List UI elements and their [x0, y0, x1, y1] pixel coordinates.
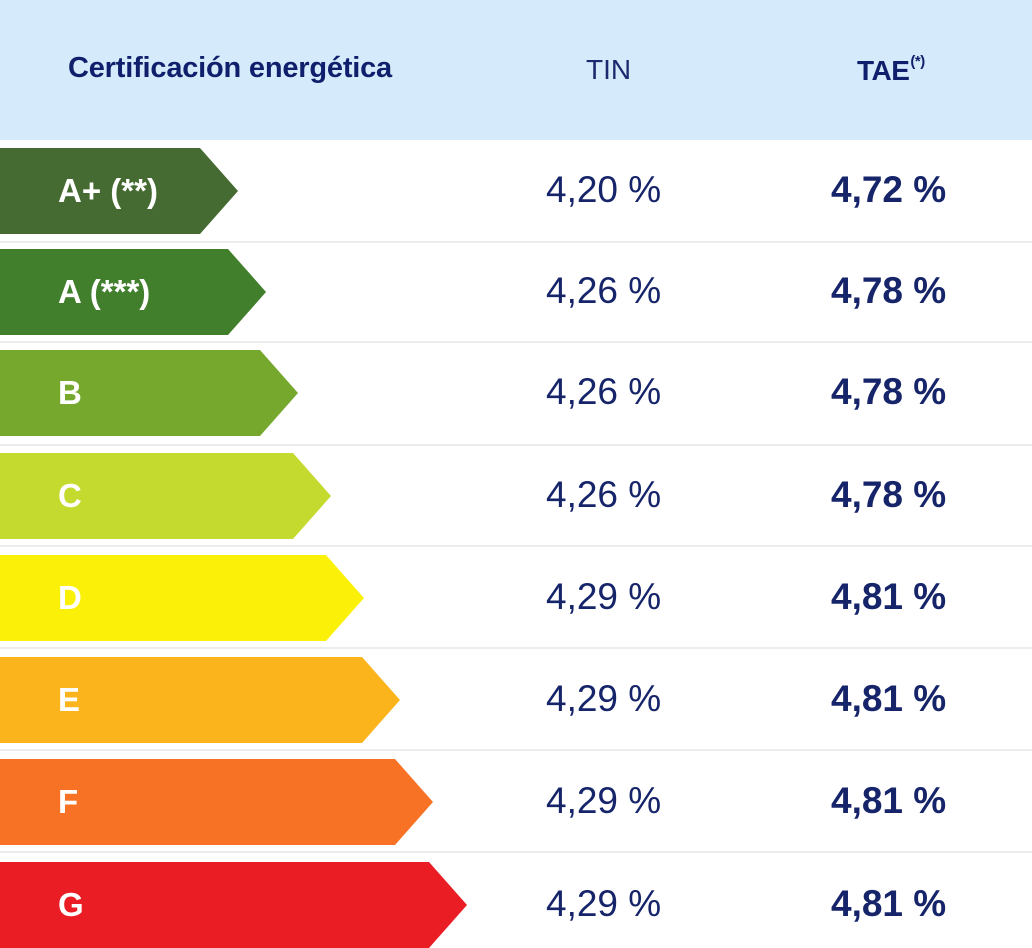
- table-header: Certificación energética TIN TAE(*): [0, 0, 1032, 140]
- tae-value: 4,78 %: [831, 270, 947, 311]
- energy-class-arrow: [0, 350, 298, 436]
- header-tin: TIN: [586, 54, 632, 85]
- tin-value: 4,29 %: [546, 883, 662, 924]
- tin-value: 4,26 %: [546, 270, 662, 311]
- tin-value: 4,26 %: [546, 474, 662, 515]
- row-divider: [0, 851, 1032, 853]
- tin-value: 4,29 %: [546, 780, 662, 821]
- header-tae: TAE(*): [857, 52, 925, 87]
- energy-class-arrow: [0, 862, 467, 948]
- energy-class-arrow: [0, 759, 433, 845]
- table-row: D 4,29 % 4,81 %: [0, 555, 1032, 641]
- header-tae-label: TAE: [857, 55, 910, 86]
- table-row: F 4,29 % 4,81 %: [0, 759, 1032, 845]
- tin-value: 4,20 %: [546, 169, 662, 210]
- tae-value: 4,81 %: [831, 780, 947, 821]
- energy-class-label: E: [58, 681, 81, 718]
- row-divider: [0, 545, 1032, 547]
- energy-class-label: F: [58, 783, 79, 820]
- tin-value: 4,29 %: [546, 678, 662, 719]
- row-divider: [0, 749, 1032, 751]
- energy-class-label: A (***): [58, 273, 151, 310]
- energy-class-label: C: [58, 477, 82, 514]
- tae-value: 4,78 %: [831, 474, 947, 515]
- tae-value: 4,72 %: [831, 169, 947, 210]
- energy-class-arrow: [0, 453, 331, 539]
- row-divider: [0, 647, 1032, 649]
- tin-value: 4,26 %: [546, 371, 662, 412]
- header-tae-note: (*): [910, 52, 925, 70]
- table-row: A+ (**) 4,20 % 4,72 %: [0, 148, 1032, 234]
- table-row: B 4,26 % 4,78 %: [0, 350, 1032, 436]
- energy-class-arrow: [0, 148, 238, 234]
- table-row: A (***) 4,26 % 4,78 %: [0, 249, 1032, 335]
- table-row: C 4,26 % 4,78 %: [0, 453, 1032, 539]
- tae-value: 4,81 %: [831, 678, 947, 719]
- tae-value: 4,81 %: [831, 883, 947, 924]
- tae-value: 4,78 %: [831, 371, 947, 412]
- tae-value: 4,81 %: [831, 576, 947, 617]
- energy-class-label: G: [58, 886, 84, 923]
- energy-class-arrow: [0, 657, 400, 743]
- row-divider: [0, 241, 1032, 243]
- energy-class-label: D: [58, 579, 82, 616]
- energy-class-label: A+ (**): [58, 172, 158, 209]
- table-row: E 4,29 % 4,81 %: [0, 657, 1032, 743]
- energy-class-label: B: [58, 374, 82, 411]
- header-certification: Certificación energética: [68, 52, 392, 84]
- row-divider: [0, 444, 1032, 446]
- row-divider: [0, 341, 1032, 343]
- energy-class-arrow: [0, 249, 266, 335]
- tin-value: 4,29 %: [546, 576, 662, 617]
- energy-class-arrow: [0, 555, 364, 641]
- table-row: G 4,29 % 4,81 %: [0, 862, 1032, 948]
